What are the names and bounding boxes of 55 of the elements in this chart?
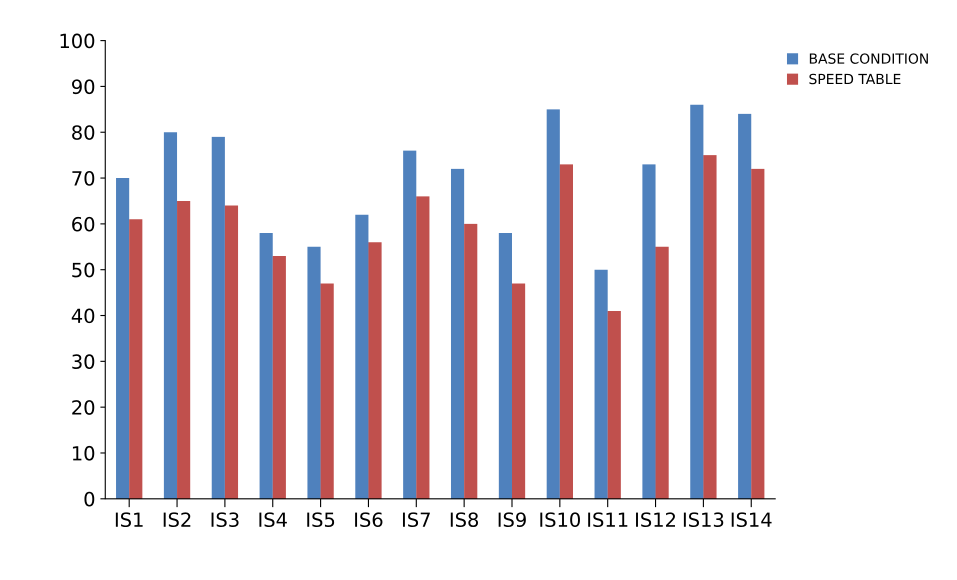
- bar: [608, 310, 621, 499]
- bar: [307, 246, 321, 499]
- x-tick-label: IS1: [116, 512, 143, 528]
- bar: [164, 132, 178, 499]
- bar: [260, 233, 273, 499]
- y-tick-label: 70: [72, 171, 94, 186]
- bar: [738, 114, 752, 499]
- x-tick-label: IS12: [636, 512, 676, 528]
- legend-label: BASE CONDITION: [810, 53, 928, 64]
- y-tick-label: 60: [72, 216, 94, 232]
- bar: [129, 219, 142, 499]
- bar: [594, 270, 608, 499]
- x-tick-label: IS7: [402, 512, 430, 528]
- x-tick-label: IS8: [450, 512, 478, 528]
- bar: [690, 104, 704, 499]
- x-tick-label: IS13: [684, 512, 724, 528]
- x-tick-label: IS4: [259, 512, 287, 528]
- y-tick-label: 10: [72, 446, 94, 461]
- y-tick-label: 100: [60, 34, 94, 48]
- bar: [212, 136, 225, 499]
- x-tick-label: IS14: [732, 512, 772, 528]
- x-tick-label: IS11: [588, 512, 628, 528]
- bar: [512, 283, 526, 499]
- bar: [703, 155, 717, 499]
- bar: [450, 168, 464, 499]
- legend-label: SPEED TABLE: [809, 74, 900, 84]
- bar: [656, 246, 669, 499]
- bar: [464, 224, 478, 499]
- y-tick-label: 20: [72, 400, 94, 415]
- bar: [416, 196, 430, 499]
- bar: [751, 168, 764, 499]
- bar: [272, 256, 286, 499]
- x-tick-label: IS10: [540, 512, 580, 528]
- bar: [224, 206, 238, 499]
- bar: [177, 200, 190, 499]
- bar: [642, 164, 656, 499]
- y-tick-label: 80: [72, 125, 94, 140]
- bar: [403, 150, 416, 499]
- y-tick-label: 90: [72, 79, 94, 94]
- x-tick-label: IS2: [164, 512, 190, 528]
- bar: [320, 283, 334, 499]
- y-tick-label: 0: [84, 492, 94, 506]
- x-tick-label: IS9: [498, 512, 526, 528]
- bar: [546, 109, 560, 499]
- y-tick-label: 40: [72, 308, 94, 324]
- x-tick-label: IS5: [307, 512, 334, 528]
- y-tick-label: 50: [72, 262, 94, 278]
- bar: [355, 214, 368, 499]
- bar: [560, 164, 574, 499]
- bar: [498, 233, 512, 499]
- x-tick-label: IS6: [355, 512, 382, 528]
- bar: [368, 242, 382, 499]
- x-tick-label: IS3: [212, 512, 239, 528]
- bar: [116, 178, 130, 499]
- y-tick-label: 30: [72, 354, 94, 370]
